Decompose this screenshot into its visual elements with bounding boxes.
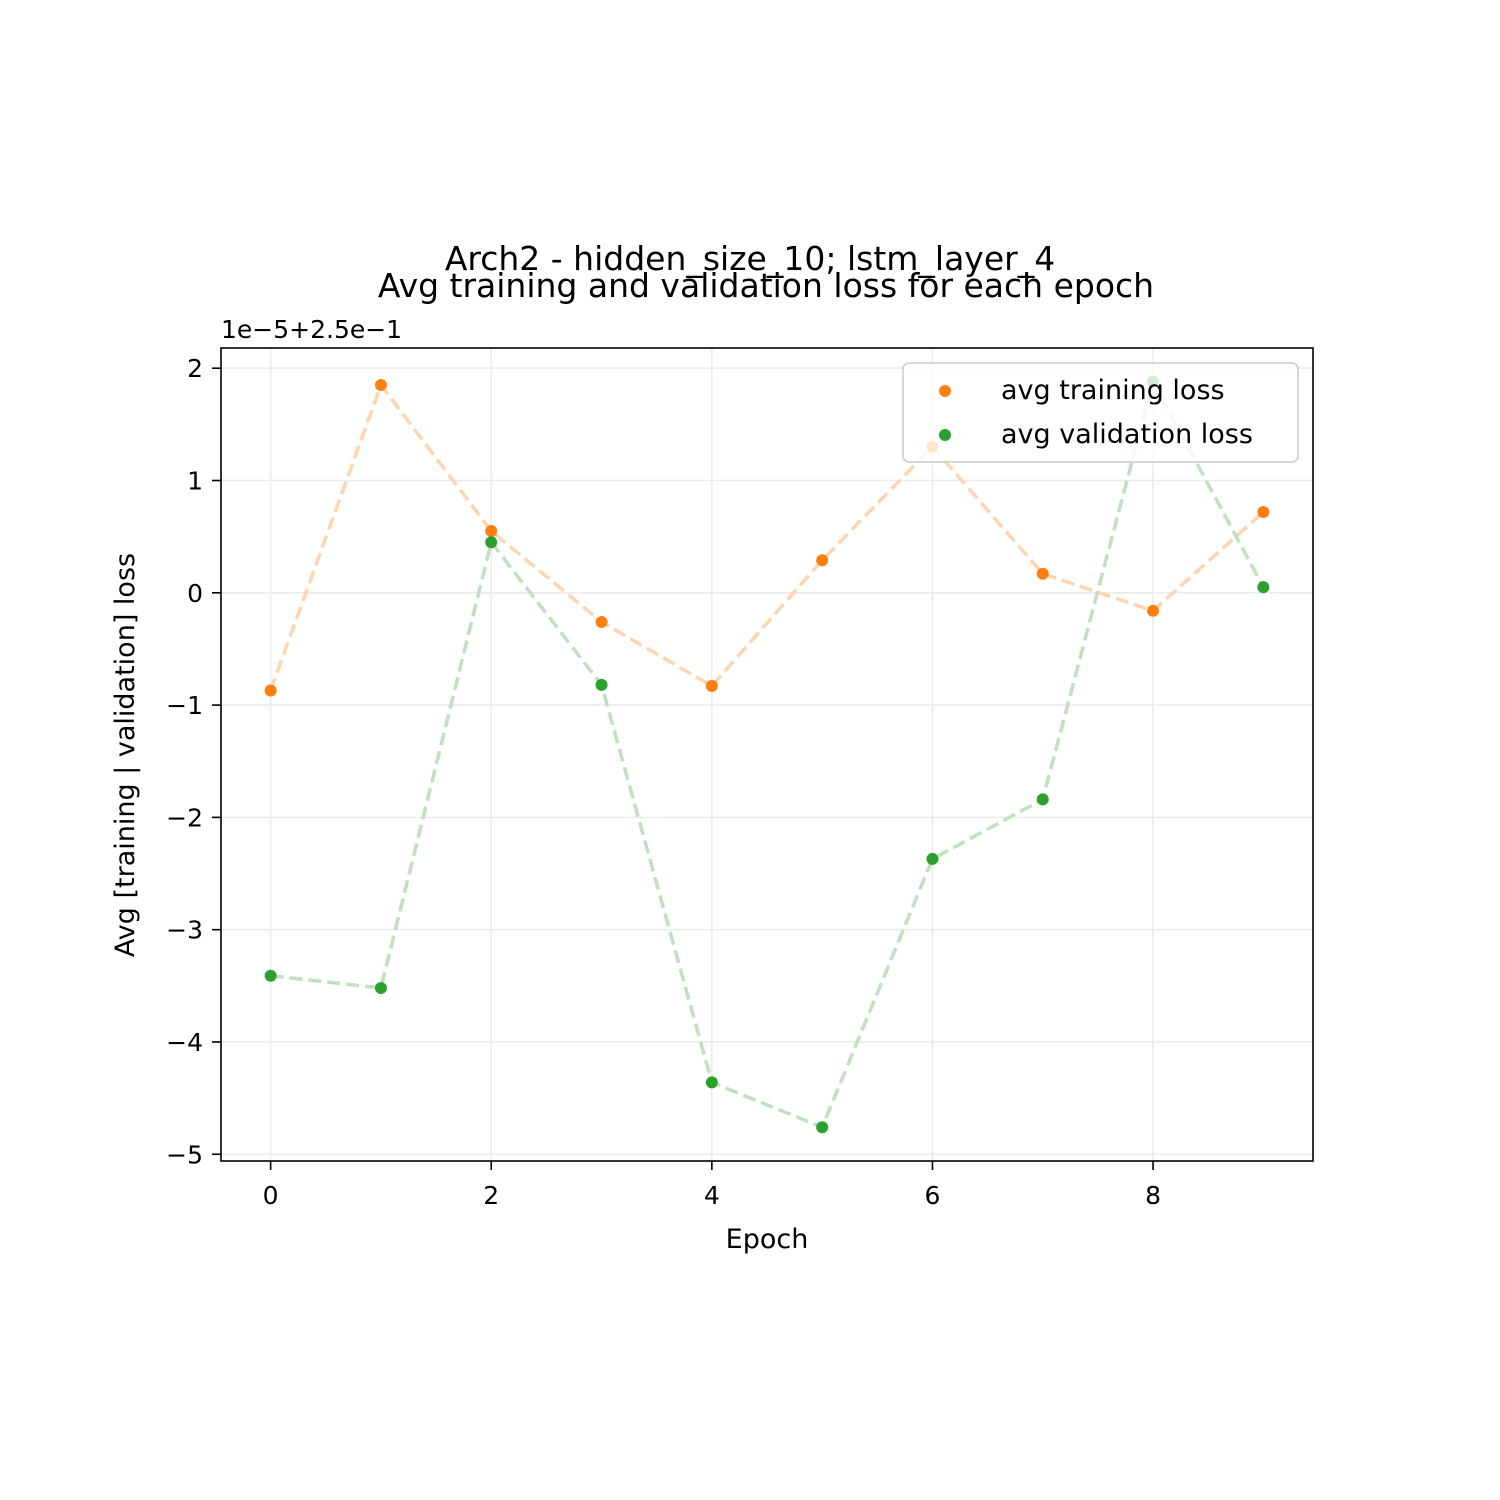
x-tick-label: 8 xyxy=(1145,1181,1161,1210)
y-tick-label: 1 xyxy=(187,467,203,496)
data-point-0-4 xyxy=(705,680,718,693)
data-point-1-4 xyxy=(705,1076,718,1089)
chart-title-line1: Arch2 - hidden_size_10; lstm_layer_4 xyxy=(445,239,1055,278)
y-tick-label: −1 xyxy=(166,691,203,720)
y-axis-offset-label: 1e−5+2.5e−1 xyxy=(221,315,402,344)
plot-frame xyxy=(220,347,1314,1162)
y-tick-label: −3 xyxy=(166,916,203,945)
data-point-0-8 xyxy=(1147,604,1160,617)
y-axis-label: Avg [training | validation] loss xyxy=(110,553,141,957)
data-point-0-9 xyxy=(1257,505,1270,518)
series-line-1 xyxy=(270,376,1265,1130)
data-point-1-9 xyxy=(1257,581,1270,594)
data-point-1-2 xyxy=(485,536,498,549)
y-tick-label: 2 xyxy=(187,354,203,383)
data-point-0-3 xyxy=(595,615,608,628)
ticks: 0 2 4 6 8 2 1 0 −1 −2 −3 −4 −5 xyxy=(166,354,1161,1210)
legend-box xyxy=(902,362,1299,463)
data-point-1-7 xyxy=(1036,793,1049,806)
x-tick-label: 0 xyxy=(263,1181,279,1210)
y-tick-label: −2 xyxy=(166,803,203,832)
data-point-1-5 xyxy=(816,1121,829,1134)
y-tick-label: −4 xyxy=(166,1028,203,1057)
data-point-0-1 xyxy=(374,379,387,392)
chart-title-line2: Avg training and validation loss for eac… xyxy=(378,266,1154,305)
grid xyxy=(221,348,1313,1161)
legend-label-training: avg training loss xyxy=(1001,375,1225,406)
x-axis-label: Epoch xyxy=(726,1224,809,1255)
data-point-1-3 xyxy=(595,678,608,691)
y-tick-label: 0 xyxy=(187,579,203,608)
series-layer xyxy=(264,375,1270,1134)
data-point-1-6 xyxy=(926,852,939,865)
data-point-0-2 xyxy=(485,525,498,538)
y-tick-label: −5 xyxy=(166,1140,203,1169)
legend-label-validation: avg validation loss xyxy=(1001,419,1253,450)
legend-marker-training xyxy=(939,385,951,397)
data-point-1-1 xyxy=(374,982,387,995)
legend: avg training loss avg validation loss xyxy=(902,362,1299,463)
x-tick-label: 2 xyxy=(483,1181,499,1210)
x-tick-label: 4 xyxy=(704,1181,720,1210)
legend-marker-validation xyxy=(939,429,951,441)
data-point-0-5 xyxy=(816,554,829,567)
x-tick-label: 6 xyxy=(925,1181,941,1210)
data-point-1-0 xyxy=(264,969,277,982)
data-point-0-0 xyxy=(264,684,277,697)
data-point-0-7 xyxy=(1036,567,1049,580)
